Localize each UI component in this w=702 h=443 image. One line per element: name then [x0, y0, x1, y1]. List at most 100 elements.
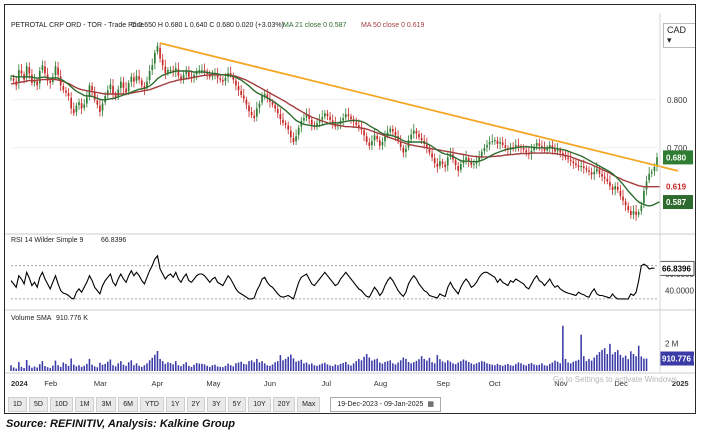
candle-body [637, 212, 640, 215]
range-button-1m[interactable]: 1M [74, 396, 95, 412]
volume-bar [543, 365, 546, 371]
volume-bar [533, 364, 535, 371]
activation-watermark: Go to Settings to activate Windows. [553, 375, 680, 384]
range-button-3y[interactable]: 3Y [207, 396, 226, 412]
date-range-label: 19-Dec-2023 - 09-Jan-2025 [337, 400, 424, 408]
volume-bar [96, 367, 99, 371]
volume-bar [282, 360, 284, 371]
candle-body [622, 196, 624, 201]
volume-bar [517, 362, 520, 371]
candle-body [305, 114, 308, 118]
candle-body [556, 149, 559, 152]
volume-bar [546, 365, 548, 371]
ma50-legend: MA 50 close 0 0.619 [361, 22, 425, 29]
range-button-3m[interactable]: 3M [96, 396, 117, 412]
volume-bar [20, 366, 23, 371]
currency-label: CAD [667, 25, 687, 35]
candle-body [125, 88, 127, 93]
volume-panel: 2 M 910.776 K [10, 325, 695, 371]
volume-bar [146, 363, 148, 371]
range-button-1y[interactable]: 1Y [165, 396, 185, 412]
candle-body [569, 159, 572, 162]
volume-bar [261, 361, 263, 371]
volume-bar [616, 350, 619, 371]
candle-body [122, 82, 125, 88]
volume-bar [368, 357, 371, 371]
candle-body [208, 74, 211, 77]
candle-body [546, 147, 549, 151]
volume-bar [384, 361, 386, 371]
candle-body [595, 168, 598, 172]
resistance-trendline [159, 42, 679, 172]
candle-body [446, 157, 449, 166]
volume-bar [180, 366, 182, 371]
volume-bar [279, 355, 282, 371]
volume-bar [491, 364, 494, 371]
range-button-10d[interactable]: 10D [49, 396, 73, 412]
candle-body [394, 132, 397, 136]
volume-bar [460, 361, 462, 371]
price-tick-label: 0.700 [667, 144, 688, 153]
range-button-5d[interactable]: 5D [28, 396, 48, 412]
volume-bar [499, 364, 501, 371]
volume-bar [70, 358, 72, 371]
range-button-ytd[interactable]: YTD [139, 396, 164, 412]
volume-bar [164, 363, 167, 371]
candle-body [509, 146, 512, 150]
range-button-5y[interactable]: 5Y [227, 396, 247, 412]
candle-body [483, 147, 486, 152]
chart-frame: PETROTAL CRP ORD - TOR - Trade Price O 0… [4, 4, 696, 414]
range-button-max[interactable]: Max [297, 396, 321, 412]
volume-bar [475, 363, 478, 371]
volume-bar [208, 366, 211, 371]
currency-selector[interactable]: CAD ▾ [663, 23, 695, 48]
candle-body [255, 108, 258, 117]
date-range-picker[interactable]: 19-Dec-2023 - 09-Jan-2025 ▦ [330, 396, 441, 412]
candle-body [75, 105, 78, 113]
volume-bar [154, 354, 156, 371]
range-button-6m[interactable]: 6M [118, 396, 138, 412]
candle-body [598, 169, 601, 174]
candle-body [289, 130, 292, 138]
candle-body [263, 94, 266, 96]
volume-bar [630, 351, 632, 371]
volume-bar [444, 362, 446, 371]
volume-bar [609, 343, 611, 371]
candle-body [193, 74, 195, 79]
volume-bar [188, 365, 190, 371]
volume-bar [117, 363, 120, 371]
range-button-10y[interactable]: 10Y [248, 396, 271, 412]
volume-bar [564, 358, 567, 371]
range-button-20y[interactable]: 20Y [272, 396, 296, 412]
candle-body [475, 161, 478, 164]
range-button-2y[interactable]: 2Y [186, 396, 206, 412]
candle-body [514, 144, 517, 149]
x-axis: 2024 Feb Mar Apr May Jun Jul Aug Sep Oct Nov Dec 202… [11, 379, 689, 388]
candle-body [580, 166, 583, 168]
volume-bar [224, 365, 227, 371]
rsi-value-label: 66.8396 [101, 237, 126, 244]
candle-body [368, 142, 371, 146]
ma50-line [10, 74, 660, 188]
volume-bar [478, 362, 480, 371]
volume-bar [360, 360, 363, 371]
volume-bar [297, 360, 300, 371]
volume-bar [172, 364, 174, 371]
price-title: PETROTAL CRP ORD - TOR - Trade Price [11, 22, 144, 29]
candle-body [410, 134, 413, 140]
candle-body [470, 161, 473, 166]
x-tick-label: Apr [151, 379, 163, 388]
volume-bar [559, 363, 562, 371]
candle-body [240, 90, 243, 95]
range-button-1d[interactable]: 1D [8, 396, 27, 412]
volume-bar [161, 361, 164, 371]
candle-body [624, 201, 627, 206]
ohlc-readout: O 0.650 H 0.680 L 0.640 C 0.680 0.020 (+… [131, 22, 284, 29]
volume-bar [122, 364, 125, 371]
candle-body [501, 142, 504, 145]
candle-body [28, 67, 31, 74]
volume-bar [75, 366, 78, 371]
candle-body [279, 114, 282, 119]
volume-bar [130, 360, 133, 371]
